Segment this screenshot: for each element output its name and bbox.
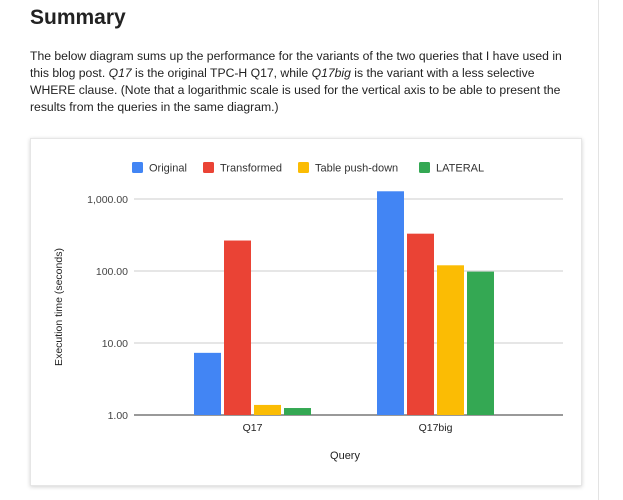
chart-legend: Original Transformed Table push-down LATERA…: [132, 162, 484, 175]
bar-q17big-original: [377, 191, 404, 415]
legend-label: Table push-down: [315, 163, 398, 175]
legend-swatch: [298, 162, 309, 173]
page-edge-divider: [598, 0, 599, 500]
legend-swatch: [132, 162, 143, 173]
y-tick-label: 1,000.00: [87, 194, 128, 206]
bar-q17-original: [194, 352, 221, 415]
execution-time-chart: Original Transformed Table push-down LATERA…: [53, 162, 563, 462]
bar-q17big-transformed: [407, 233, 434, 415]
bar-q17big-table-push-down: [437, 265, 464, 415]
chart-bars: [194, 191, 494, 415]
paragraph-text-2: is the original TPC-H Q17, while: [131, 66, 312, 80]
query-name-q17big: Q17big: [311, 66, 351, 80]
x-axis-label: Query: [330, 450, 360, 462]
y-tick-label: 1.00: [108, 410, 129, 422]
y-tick-label: 100.00: [96, 266, 128, 278]
y-axis-label: Execution time (seconds): [53, 248, 65, 366]
legend-swatch: [419, 162, 430, 173]
x-tick-label: Q17big: [419, 422, 453, 434]
summary-paragraph: The below diagram sums up the performanc…: [30, 48, 575, 116]
legend-swatch: [203, 162, 214, 173]
paragraph-text-1: The below diagram sums up the performanc…: [30, 49, 562, 80]
y-axis-ticks: 1.00 10.00 100.00 1,000.00: [87, 194, 128, 422]
legend-label: LATERAL: [436, 163, 484, 175]
section-heading: Summary: [30, 6, 126, 29]
legend-label: Transformed: [220, 163, 282, 175]
bar-q17-transformed: [224, 240, 251, 415]
y-tick-label: 10.00: [102, 338, 128, 350]
bar-q17-lateral: [284, 408, 311, 415]
query-name-q17: Q17: [108, 66, 132, 80]
paragraph-text-3: is the variant with a less selective WHE…: [30, 66, 561, 114]
chart-card: Original Transformed Table push-down LATERA…: [30, 138, 582, 486]
legend-label: Original: [149, 163, 187, 175]
x-axis-ticks: Q17 Q17big: [243, 422, 453, 434]
bar-q17-table-push-down: [254, 404, 281, 415]
x-tick-label: Q17: [243, 422, 263, 434]
bar-q17big-lateral: [467, 271, 494, 415]
